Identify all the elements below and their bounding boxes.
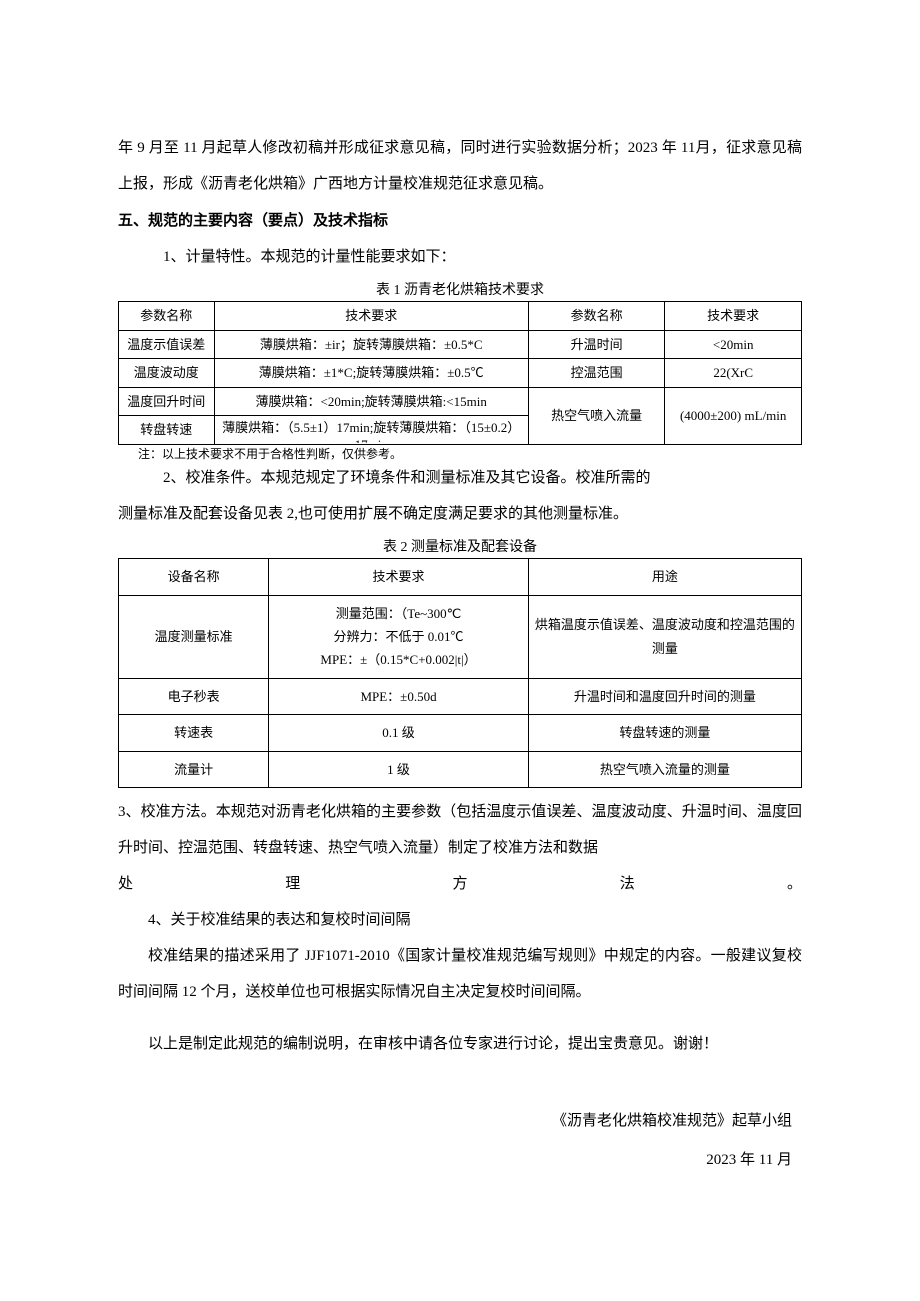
table-row: 设备名称 技术要求 用途 — [119, 559, 802, 596]
table-row: 温度测量标准 测量范围：（Te~300℃ 分辨力：不低于 0.01℃ MPE：±… — [119, 595, 802, 678]
cell: 薄膜烘箱：±ir；旋转薄膜烘箱：±0.5*C — [214, 330, 528, 359]
cell: 电子秒表 — [119, 678, 269, 715]
table1-caption: 表 1 沥青老化烘箱技术要求 — [118, 279, 802, 299]
table-row: 转速表 0.1 级 转盘转速的测量 — [119, 715, 802, 752]
line: 测量范围：（Te~300℃ — [275, 602, 522, 625]
cell: 测量范围：（Te~300℃ 分辨力：不低于 0.01℃ MPE：±（0.15*C… — [269, 595, 529, 678]
signature-block: 《沥青老化烘箱校准规范》起草小组 2023 年 11 月 — [118, 1102, 802, 1180]
signature-date: 2023 年 11 月 — [118, 1141, 802, 1180]
table-row: 温度回升时间 薄膜烘箱：<20min;旋转薄膜烘箱:<15min 热空气喷入流量… — [119, 387, 802, 416]
t2-h2: 技术要求 — [269, 559, 529, 596]
item-2-line2: 测量标准及配套设备见表 2,也可使用扩展不确定度满足要求的其他测量标准。 — [118, 496, 802, 532]
item-3-justified-line: 处 理 方 法 。 — [118, 866, 802, 902]
table-2: 设备名称 技术要求 用途 温度测量标准 测量范围：（Te~300℃ 分辨力：不低… — [118, 558, 802, 788]
document-page: 年 9 月至 11 月起草人修改初稿并形成征求意见稿，同时进行实验数据分析；20… — [0, 0, 920, 1301]
cell: 热空气喷入流量 — [528, 387, 665, 444]
cell: 流量计 — [119, 751, 269, 788]
cell: 1 级 — [269, 751, 529, 788]
jchar: 理 — [285, 866, 300, 902]
table-row: 参数名称 技术要求 参数名称 技术要求 — [119, 302, 802, 331]
cell: 转速表 — [119, 715, 269, 752]
table-row: 温度波动度 薄膜烘箱：±1*C;旋转薄膜烘箱：±0.5℃ 控温范围 22(XrC — [119, 359, 802, 388]
t1-h1: 参数名称 — [119, 302, 215, 331]
jchar: 方 — [452, 866, 467, 902]
table-row: 流量计 1 级 热空气喷入流量的测量 — [119, 751, 802, 788]
cell: 转盘转速 — [119, 416, 215, 445]
section-5-heading: 五、规范的主要内容（要点）及技术指标 — [118, 204, 802, 237]
cell: 温度回升时间 — [119, 387, 215, 416]
line: MPE：±（0.15*C+0.002|t|） — [275, 648, 522, 671]
item-4-body: 校准结果的描述采用了 JJF1071-2010《国家计量校准规范编写规则》中规定… — [118, 938, 802, 1010]
table2-caption: 表 2 测量标准及配套设备 — [118, 536, 802, 556]
jchar: 。 — [787, 866, 802, 902]
table-row: 电子秒表 MPE：±0.50d 升温时间和温度回升时间的测量 — [119, 678, 802, 715]
jchar: 法 — [620, 866, 635, 902]
t2-h3: 用途 — [528, 559, 801, 596]
cell: 转盘转速的测量 — [528, 715, 801, 752]
line: 分辨力：不低于 0.01℃ — [275, 625, 522, 648]
cell: 烘箱温度示值误差、温度波动度和控温范围的测量 — [528, 595, 801, 678]
t1-h3: 参数名称 — [528, 302, 665, 331]
cell: 22(XrC — [665, 359, 802, 388]
cell: 薄膜烘箱：<20min;旋转薄膜烘箱:<15min — [214, 387, 528, 416]
cell: (4000±200) mL/min — [665, 387, 802, 444]
cell: <20min — [665, 330, 802, 359]
t1-h4: 技术要求 — [665, 302, 802, 331]
item-4-heading: 4、关于校准结果的表达和复校时间间隔 — [118, 902, 802, 938]
table-1: 参数名称 技术要求 参数名称 技术要求 温度示值误差 薄膜烘箱：±ir；旋转薄膜… — [118, 301, 802, 445]
cell: 温度波动度 — [119, 359, 215, 388]
t1-h2: 技术要求 — [214, 302, 528, 331]
closing-paragraph: 以上是制定此规范的编制说明，在审核中请各位专家进行讨论，提出宝贵意见。谢谢！ — [118, 1026, 802, 1062]
cell: 控温范围 — [528, 359, 665, 388]
cell: 薄膜烘箱：±1*C;旋转薄膜烘箱：±0.5℃ — [214, 359, 528, 388]
cell: MPE：±0.50d — [269, 678, 529, 715]
cell: 升温时间 — [528, 330, 665, 359]
item-3: 3、校准方法。本规范对沥青老化烘箱的主要参数（包括温度示值误差、温度波动度、升温… — [118, 794, 802, 866]
t2-h1: 设备名称 — [119, 559, 269, 596]
item-1: 1、计量特性。本规范的计量性能要求如下： — [118, 239, 802, 275]
intro-paragraph: 年 9 月至 11 月起草人修改初稿并形成征求意见稿，同时进行实验数据分析；20… — [118, 130, 802, 202]
cell: 温度测量标准 — [119, 595, 269, 678]
cell: 0.1 级 — [269, 715, 529, 752]
signature-group: 《沥青老化烘箱校准规范》起草小组 — [118, 1102, 802, 1141]
jchar: 处 — [118, 866, 133, 902]
cell: 薄膜烘箱：（5.5±1）17min;旋转薄膜烘箱：（15±0.2）17min — [214, 416, 528, 445]
cell: 升温时间和温度回升时间的测量 — [528, 678, 801, 715]
cell: 温度示值误差 — [119, 330, 215, 359]
item-2-line1: 2、校准条件。本规范规定了环境条件和测量标准及其它设备。校准所需的 — [118, 460, 802, 496]
cell: 热空气喷入流量的测量 — [528, 751, 801, 788]
table-row: 温度示值误差 薄膜烘箱：±ir；旋转薄膜烘箱：±0.5*C 升温时间 <20mi… — [119, 330, 802, 359]
